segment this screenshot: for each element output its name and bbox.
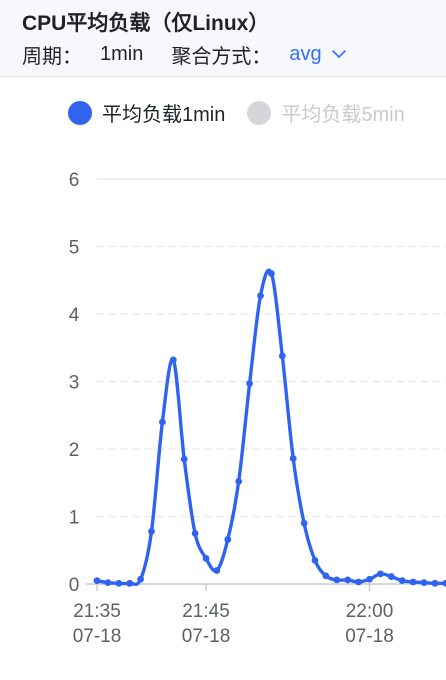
data-point [366,575,373,583]
data-point [224,536,232,543]
data-point [93,577,101,585]
data-point [377,570,384,578]
panel-header: CPU平均负载（仅Linux） 周期： 1min 聚合方式： avg [0,0,446,77]
period-value: 1min [100,43,144,65]
x-tick-date-label: 07-18 [345,626,394,647]
data-point [398,577,406,585]
panel-meta: 周期： 1min 聚合方式： avg [22,40,346,69]
chart-legend: 平均负载1min 平均负载5min [68,98,427,127]
data-point [126,579,134,587]
data-point [431,579,439,587]
y-tick-label: 0 [69,575,80,596]
x-tick-date-label: 07-18 [182,626,231,647]
data-point [409,578,417,586]
y-tick-label: 6 [69,170,80,191]
data-point [257,292,264,300]
data-point [268,270,275,277]
data-point [355,578,362,586]
chevron-down-icon [331,50,346,58]
series-line-load-1min [95,268,446,586]
y-tick-label: 5 [69,238,80,259]
data-point [300,519,308,527]
data-point [159,418,166,426]
data-point [191,529,199,537]
legend-label: 平均负载5min [281,104,405,126]
y-tick-label: 2 [69,440,80,461]
panel-title: CPU平均负载（仅Linux） [22,12,270,35]
data-point [311,556,319,564]
data-point [322,572,330,580]
data-point [442,579,446,587]
y-tick-label: 1 [69,508,80,529]
data-point [104,579,112,587]
data-point [278,352,286,360]
data-point [387,573,395,580]
x-tick-date-label: 07-18 [73,626,122,647]
legend-item-load-5min[interactable]: 平均负载5min [247,98,405,127]
data-point [202,554,210,562]
legend-dot-icon [247,100,272,125]
data-point [148,527,155,535]
data-point [180,455,188,463]
x-tick-label: 22:00 [346,601,394,622]
data-point [344,576,352,584]
data-point [289,455,297,462]
x-tick-label: 21:35 [73,601,121,622]
legend-label: 平均负载1min [102,104,226,126]
aggregation-label: 聚合方式： [171,46,272,68]
data-point [115,579,123,587]
data-point [333,576,341,584]
data-point [246,380,254,387]
aggregation-value: avg [289,43,322,65]
data-point [420,579,428,587]
x-tick-label: 21:45 [182,601,230,622]
data-point [137,575,145,583]
legend-item-load-1min[interactable]: 平均负载1min [68,98,225,127]
y-tick-label: 4 [69,305,80,326]
legend-dot-icon [68,100,92,125]
data-point [213,567,221,574]
data-point [235,478,243,485]
aggregation-select[interactable]: avg [289,43,346,66]
y-tick-label: 3 [69,373,80,394]
data-point [169,356,177,364]
period-label: 周期： [22,46,82,68]
